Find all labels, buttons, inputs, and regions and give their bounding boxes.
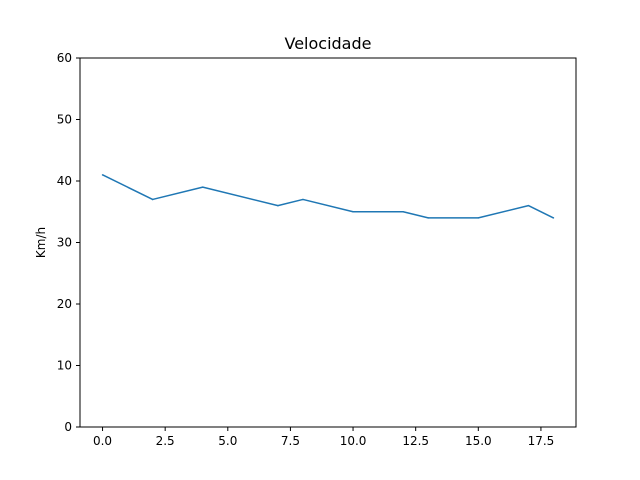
- y-tick-label: 50: [57, 113, 72, 127]
- data-point: [101, 174, 104, 176]
- x-tick-label: 17.5: [528, 434, 555, 448]
- data-point: [477, 217, 480, 219]
- x-axis-ticks: 0.0 2.5 5.0 7.5 10.0 12.5 15.0 17.5: [93, 427, 554, 448]
- data-point: [402, 211, 404, 213]
- x-tick-label: 5.0: [218, 434, 237, 448]
- y-tick-label: 0: [64, 420, 72, 434]
- x-tick-label: 10.0: [340, 434, 367, 448]
- x-tick-label: 12.5: [402, 434, 429, 448]
- y-axis-ticks: 0 10 20 30 40 50 60: [57, 51, 80, 434]
- y-axis-label: Km/h: [34, 227, 48, 258]
- x-tick-label: 2.5: [156, 434, 175, 448]
- plot-frame: [79, 57, 577, 428]
- data-point: [352, 211, 354, 213]
- x-tick-label: 15.0: [465, 434, 492, 448]
- data-point: [302, 198, 304, 201]
- x-tick-label: 7.5: [281, 434, 300, 448]
- data-point: [427, 217, 429, 219]
- data-point: [201, 186, 204, 188]
- y-tick-label: 40: [57, 174, 72, 188]
- chart-title: Velocidade: [285, 34, 372, 53]
- y-tick-label: 60: [57, 51, 72, 65]
- series-layer: [101, 174, 555, 219]
- data-point: [151, 198, 154, 201]
- data-point: [277, 204, 279, 207]
- data-point: [552, 217, 555, 219]
- y-tick-label: 30: [57, 236, 72, 250]
- data-point: [527, 204, 530, 207]
- y-tick-label: 20: [57, 297, 72, 311]
- x-tick-label: 0.0: [93, 434, 112, 448]
- y-tick-label: 10: [57, 359, 72, 373]
